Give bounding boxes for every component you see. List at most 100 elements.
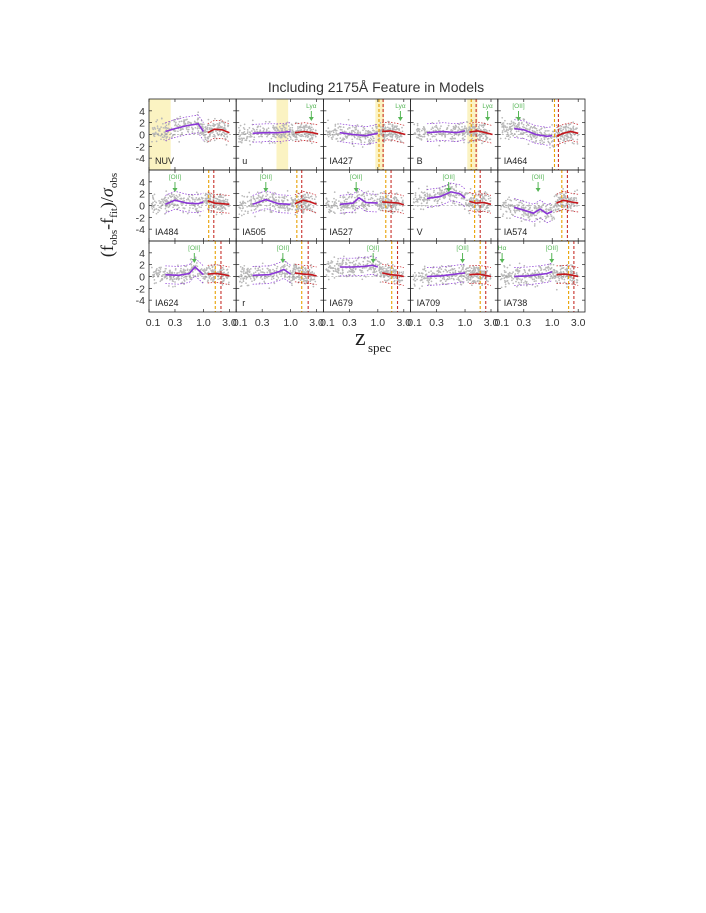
data-point xyxy=(461,128,463,131)
data-point xyxy=(543,131,546,134)
data-point xyxy=(336,263,338,266)
data-point xyxy=(566,135,568,138)
band-label: IA464 xyxy=(504,156,528,166)
data-point xyxy=(530,136,533,139)
data-point xyxy=(444,133,447,136)
data-point xyxy=(545,210,548,213)
data-point xyxy=(508,126,511,129)
data-point xyxy=(209,140,211,142)
data-point xyxy=(156,127,159,129)
data-point xyxy=(366,194,368,197)
data-point xyxy=(191,271,194,273)
data-point xyxy=(309,207,312,210)
data-point xyxy=(153,273,156,276)
data-point xyxy=(559,193,562,196)
data-point xyxy=(284,136,287,138)
data-point xyxy=(215,205,218,208)
data-point xyxy=(466,130,469,132)
band-label: IA574 xyxy=(504,227,528,237)
data-point xyxy=(430,273,433,276)
data-point xyxy=(543,136,546,139)
data-point xyxy=(297,127,299,130)
data-point xyxy=(473,208,476,211)
data-point xyxy=(559,205,562,207)
data-point xyxy=(572,125,575,128)
data-point xyxy=(279,267,282,269)
data-point xyxy=(426,193,429,196)
data-point xyxy=(172,129,175,132)
data-point xyxy=(162,273,164,276)
data-point xyxy=(401,126,403,129)
data-point xyxy=(220,210,223,212)
data-point xyxy=(275,127,278,130)
data-point xyxy=(525,131,528,134)
data-point xyxy=(471,194,474,197)
data-point xyxy=(531,127,534,129)
data-point xyxy=(151,203,154,206)
data-point xyxy=(348,126,350,129)
data-point xyxy=(345,263,348,265)
data-point xyxy=(186,198,188,201)
data-point xyxy=(334,129,337,132)
data-point xyxy=(551,217,554,219)
data-point xyxy=(152,198,155,200)
data-point xyxy=(292,130,295,133)
data-point xyxy=(350,271,353,273)
data-point xyxy=(333,256,336,258)
data-point xyxy=(224,198,227,201)
data-point xyxy=(400,196,403,199)
data-point xyxy=(160,266,162,269)
data-point xyxy=(195,191,198,194)
running-median-high-z-upper xyxy=(207,119,230,125)
data-point xyxy=(347,118,350,121)
data-point xyxy=(351,205,354,208)
data-point xyxy=(444,280,447,283)
data-point xyxy=(554,200,557,203)
data-point xyxy=(226,135,229,138)
data-point xyxy=(196,127,199,130)
data-point xyxy=(531,129,534,132)
band-label: NUV xyxy=(155,156,174,166)
data-point xyxy=(183,280,186,282)
data-point xyxy=(250,209,253,212)
data-point xyxy=(245,139,248,142)
data-point xyxy=(307,127,310,130)
data-point xyxy=(197,130,200,132)
data-point xyxy=(507,205,510,207)
data-point xyxy=(353,136,356,139)
data-point xyxy=(239,207,242,210)
data-point xyxy=(567,197,570,199)
data-point xyxy=(485,194,488,197)
data-point xyxy=(570,128,573,131)
data-point xyxy=(553,206,555,208)
feature-arrowhead xyxy=(446,188,452,192)
data-point xyxy=(520,220,523,222)
data-point xyxy=(238,206,240,209)
data-point xyxy=(178,277,181,280)
data-point xyxy=(168,205,170,208)
data-point xyxy=(509,130,512,133)
feature-label: [OII] xyxy=(260,174,272,181)
data-point xyxy=(339,272,342,274)
data-point xyxy=(153,193,156,196)
data-point xyxy=(165,199,168,201)
running-median-high-z xyxy=(207,272,230,277)
data-point xyxy=(445,190,448,193)
y-tick-label: 4 xyxy=(139,248,145,260)
data-point xyxy=(171,193,173,196)
data-point xyxy=(478,124,481,126)
running-median-high-z-lower xyxy=(382,210,404,215)
data-point xyxy=(223,124,226,127)
data-point xyxy=(335,199,337,201)
data-point xyxy=(354,263,357,265)
data-point xyxy=(243,213,245,216)
data-point xyxy=(203,268,206,270)
data-point xyxy=(479,278,482,281)
data-point xyxy=(342,271,344,274)
data-point xyxy=(206,127,209,130)
data-point xyxy=(305,206,307,209)
data-points xyxy=(499,188,579,227)
data-point xyxy=(206,280,209,283)
data-point xyxy=(292,273,295,276)
